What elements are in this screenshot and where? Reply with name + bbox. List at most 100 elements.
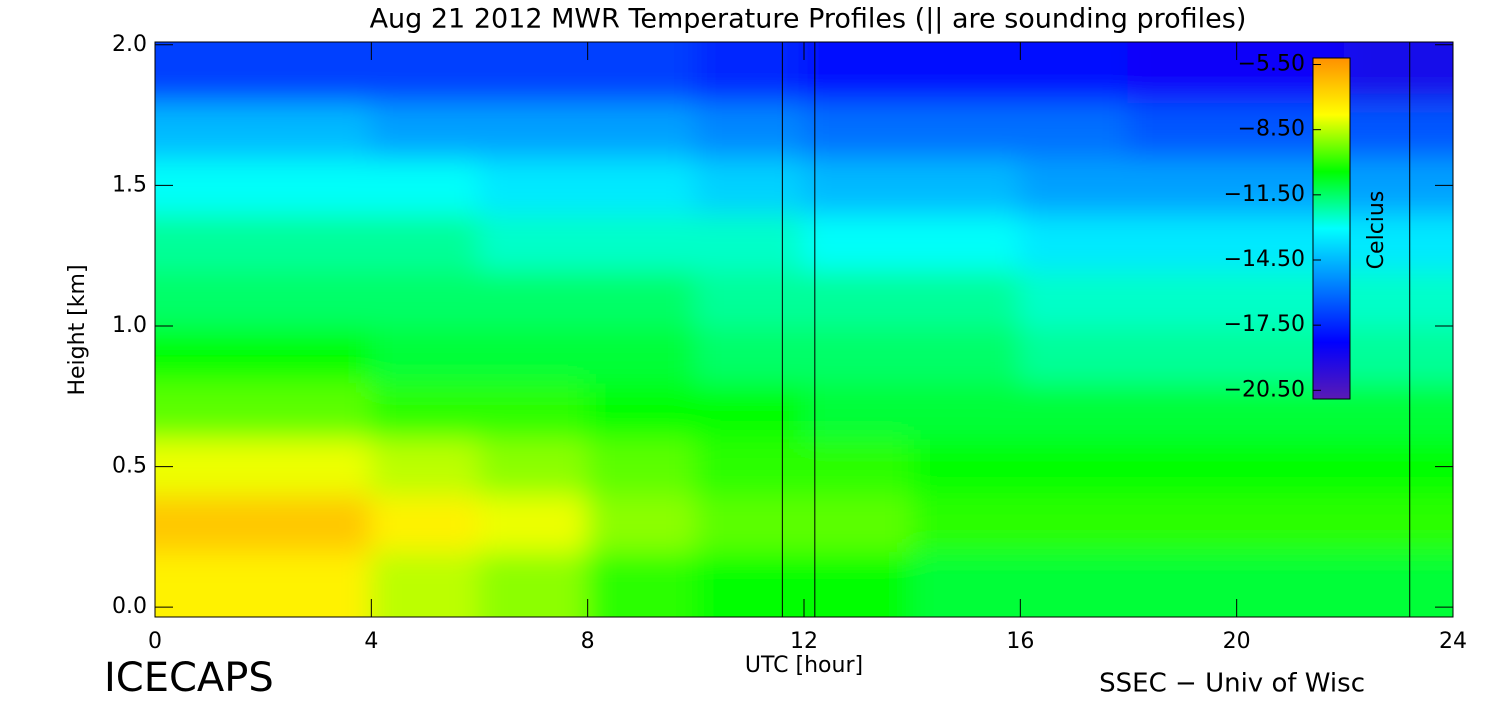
cell bbox=[1343, 212, 1453, 271]
cell bbox=[370, 156, 481, 215]
y-tick-label: 0.5 bbox=[112, 454, 147, 479]
cell bbox=[262, 549, 373, 617]
cell bbox=[1343, 437, 1453, 496]
cell bbox=[478, 268, 589, 327]
cell bbox=[155, 437, 266, 496]
cell bbox=[478, 324, 589, 384]
y-tick-label: 1.5 bbox=[112, 172, 147, 197]
cell bbox=[478, 381, 589, 440]
cell bbox=[1127, 381, 1238, 440]
cell bbox=[155, 381, 266, 440]
cell bbox=[586, 437, 697, 496]
cell bbox=[1019, 324, 1130, 384]
cell bbox=[262, 156, 373, 215]
cell bbox=[694, 381, 805, 440]
cell bbox=[586, 156, 697, 215]
cell bbox=[262, 42, 373, 104]
cell bbox=[262, 493, 373, 552]
cell bbox=[1235, 493, 1346, 552]
cell bbox=[694, 100, 805, 159]
cell bbox=[586, 268, 697, 327]
cell bbox=[1343, 324, 1453, 384]
x-tick-label: 8 bbox=[581, 629, 595, 654]
cell bbox=[694, 437, 805, 496]
cell bbox=[803, 100, 914, 159]
cell bbox=[1127, 268, 1238, 327]
cell bbox=[586, 100, 697, 159]
cell bbox=[155, 493, 266, 552]
x-tick-label: 16 bbox=[1006, 629, 1034, 654]
cell bbox=[911, 212, 1022, 271]
cell bbox=[1343, 549, 1453, 617]
cell bbox=[1127, 437, 1238, 496]
x-tick-label: 20 bbox=[1223, 629, 1251, 654]
cell bbox=[586, 381, 697, 440]
cell bbox=[478, 100, 589, 159]
cell bbox=[1019, 156, 1130, 215]
cell bbox=[803, 437, 914, 496]
cell bbox=[1235, 549, 1346, 617]
cell bbox=[694, 212, 805, 271]
cell bbox=[1343, 156, 1453, 215]
colorbar-tick-label: −5.50 bbox=[1238, 52, 1305, 77]
cell bbox=[370, 437, 481, 496]
cell bbox=[911, 437, 1022, 496]
x-axis-label: UTC [hour] bbox=[745, 653, 863, 678]
cell bbox=[1019, 549, 1130, 617]
cell bbox=[1019, 212, 1130, 271]
cell bbox=[1127, 156, 1238, 215]
cell bbox=[370, 549, 481, 617]
colorbar-tick-label: −14.50 bbox=[1224, 247, 1305, 272]
cell bbox=[694, 156, 805, 215]
cell bbox=[155, 100, 266, 159]
cell bbox=[803, 549, 914, 617]
cell bbox=[155, 212, 266, 271]
cell bbox=[911, 100, 1022, 159]
cell bbox=[694, 493, 805, 552]
x-tick-label: 24 bbox=[1439, 629, 1467, 654]
cell bbox=[911, 381, 1022, 440]
cell bbox=[1127, 100, 1238, 159]
cells bbox=[155, 42, 1453, 617]
cell bbox=[586, 42, 697, 104]
cell bbox=[1343, 493, 1453, 552]
cell bbox=[262, 268, 373, 327]
overlay: 0 4 8 12 16 20 24 0.0 0.5 1.0 1.5 2.0 −5.50 −8.50 −11.… bbox=[112, 32, 1467, 654]
cell bbox=[478, 42, 589, 104]
cell bbox=[1127, 324, 1238, 384]
field bbox=[155, 42, 1453, 617]
cell bbox=[370, 100, 481, 159]
cell bbox=[370, 324, 481, 384]
cell bbox=[370, 42, 481, 104]
colorbar-label: Celcius bbox=[1364, 191, 1389, 270]
cell bbox=[1127, 493, 1238, 552]
cell bbox=[262, 212, 373, 271]
cell bbox=[1127, 212, 1238, 271]
colorbar-tick-label: −8.50 bbox=[1238, 117, 1305, 142]
cell bbox=[911, 42, 1022, 104]
cell bbox=[370, 268, 481, 327]
x-tick-label: 0 bbox=[148, 629, 162, 654]
cell bbox=[262, 381, 373, 440]
cell bbox=[1019, 42, 1130, 104]
footer-left: ICECAPS bbox=[104, 655, 274, 700]
cell bbox=[478, 212, 589, 271]
cell bbox=[155, 156, 266, 215]
cell bbox=[370, 212, 481, 271]
cell bbox=[1343, 268, 1453, 327]
colorbar bbox=[1312, 57, 1351, 400]
chart-title: Aug 21 2012 MWR Temperature Profiles (||… bbox=[370, 4, 1247, 35]
cell bbox=[911, 493, 1022, 552]
cell bbox=[262, 324, 373, 384]
cell bbox=[586, 493, 697, 552]
cell bbox=[803, 268, 914, 327]
cell bbox=[911, 549, 1022, 617]
footer-right: SSEC − Univ of Wisc bbox=[1099, 669, 1365, 699]
y-tick-label: 2.0 bbox=[112, 32, 147, 57]
cell bbox=[370, 493, 481, 552]
cell bbox=[1343, 381, 1453, 440]
cell bbox=[1019, 437, 1130, 496]
cell bbox=[155, 268, 266, 327]
